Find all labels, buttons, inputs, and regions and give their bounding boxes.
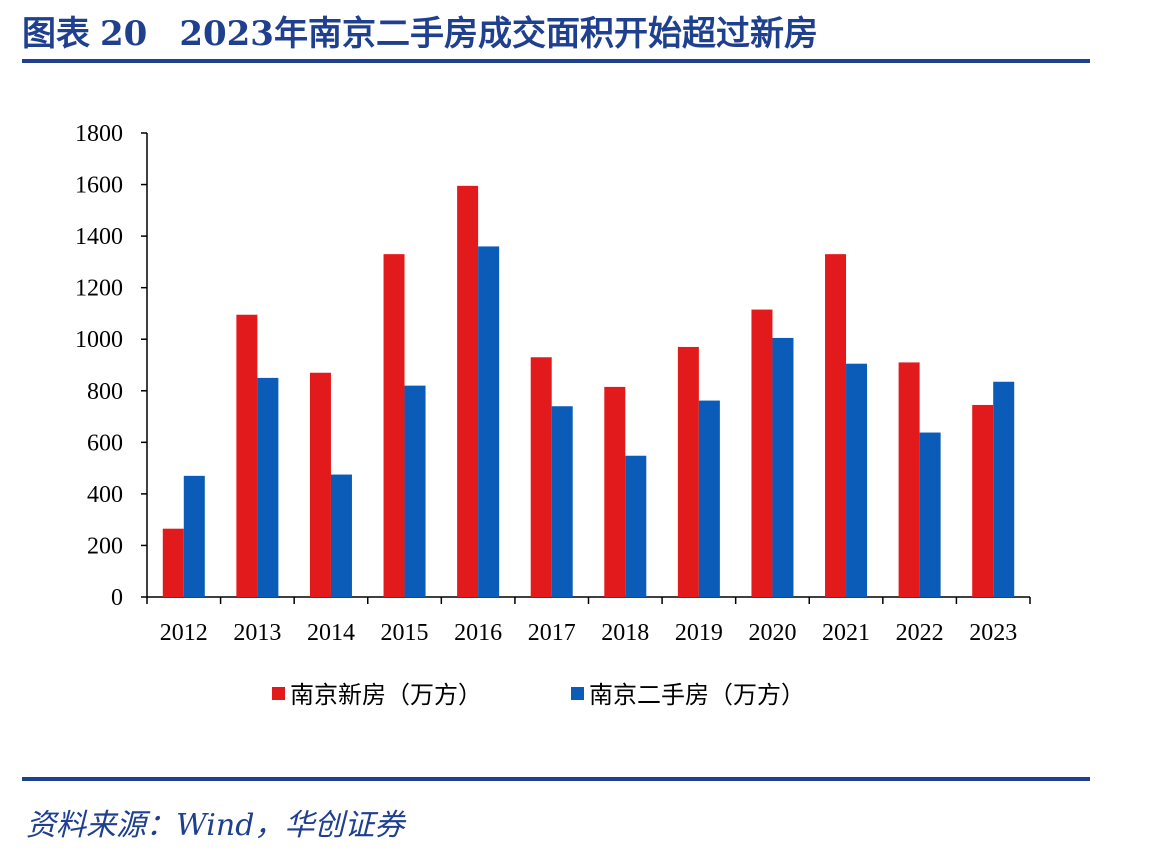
bar-resale-homes-2016: [478, 246, 500, 597]
bar-new-homes-2023: [972, 404, 994, 597]
bar-new-homes-2020: [751, 309, 773, 597]
bar-new-homes-2016: [457, 185, 479, 597]
x-tick-label: 2018: [601, 620, 649, 646]
bar-resale-homes-2020: [772, 337, 794, 597]
x-tick-label: 2021: [822, 620, 870, 646]
x-tick-label: 2023: [969, 620, 1017, 646]
y-tick-label: 400: [87, 482, 123, 508]
x-tick-label: 2012: [160, 620, 208, 646]
source-note: 资料来源：Wind，华创证券: [26, 808, 405, 843]
legend-label: 南京二手房（万方）: [589, 681, 805, 709]
bar-resale-homes-2022: [919, 432, 941, 597]
title-divider: [22, 59, 1090, 63]
bar-new-homes-2015: [383, 254, 405, 597]
bar-resale-homes-2021: [846, 363, 868, 597]
legend-swatch: [571, 687, 584, 700]
x-tick-label: 2022: [896, 620, 944, 646]
bar-resale-homes-2013: [257, 377, 279, 597]
x-tick-label: 2013: [233, 620, 281, 646]
chart-bars: [162, 185, 1015, 597]
legend-swatch: [272, 687, 285, 700]
bar-new-homes-2013: [236, 314, 258, 597]
chart-legend: 南京新房（万方） 南京二手房（万方）: [272, 681, 805, 709]
x-tick-label: 2015: [381, 620, 429, 646]
bar-new-homes-2018: [604, 386, 626, 597]
x-tick-label: 2014: [307, 620, 355, 646]
x-tick-label: 2020: [748, 620, 796, 646]
bar-new-homes-2017: [530, 357, 552, 597]
x-tick-label: 2019: [675, 620, 723, 646]
bar-new-homes-2021: [825, 254, 847, 597]
figure-number: 20: [100, 14, 148, 54]
bar-chart: 2012 2013 2014 2015 2016 2017 2018 2019 2020 2021…: [75, 121, 1031, 709]
x-tick-label: 2016: [454, 620, 502, 646]
y-tick-label: 1000: [75, 327, 123, 353]
bar-new-homes-2022: [898, 362, 920, 597]
bar-resale-homes-2014: [330, 474, 352, 597]
bar-new-homes-2014: [309, 372, 331, 597]
y-tick-label: 200: [87, 533, 123, 559]
bar-resale-homes-2019: [698, 400, 720, 597]
figure-label: 图表: [22, 14, 90, 54]
x-axis-labels: 2012 2013 2014 2015 2016 2017 2018 2019 2020 2021…: [160, 620, 1017, 646]
y-tick-label: 1200: [75, 276, 123, 302]
legend-label: 南京新房（万方）: [290, 681, 482, 709]
x-tick-label: 2017: [528, 620, 576, 646]
bar-new-homes-2019: [677, 346, 699, 597]
y-tick-label: 1600: [75, 173, 123, 199]
y-tick-label: 1400: [75, 224, 123, 250]
bar-resale-homes-2017: [551, 406, 573, 597]
y-tick-label: 800: [87, 379, 123, 405]
bar-resale-homes-2012: [183, 475, 205, 597]
figure-title: 2023年南京二手房成交面积开始超过新房: [179, 14, 818, 54]
bar-new-homes-2012: [162, 528, 184, 597]
footer-divider: [22, 777, 1090, 781]
y-tick-label: 0: [111, 585, 123, 611]
y-tick-label: 600: [87, 430, 123, 456]
bar-resale-homes-2023: [993, 381, 1015, 597]
chart-axes: [141, 132, 1031, 604]
bar-resale-homes-2015: [404, 385, 426, 597]
chart-title: 图表 20 2023年南京二手房成交面积开始超过新房: [22, 6, 818, 55]
y-axis-labels: 0 200 400 600 800 1000 1200 1400 1600 1800: [75, 121, 123, 611]
y-tick-label: 1800: [75, 121, 123, 147]
bar-resale-homes-2018: [625, 455, 647, 597]
